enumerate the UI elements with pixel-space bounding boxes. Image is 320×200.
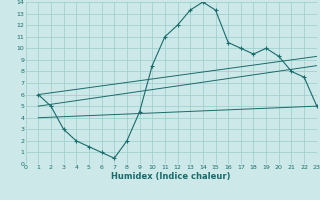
X-axis label: Humidex (Indice chaleur): Humidex (Indice chaleur) xyxy=(111,172,231,181)
